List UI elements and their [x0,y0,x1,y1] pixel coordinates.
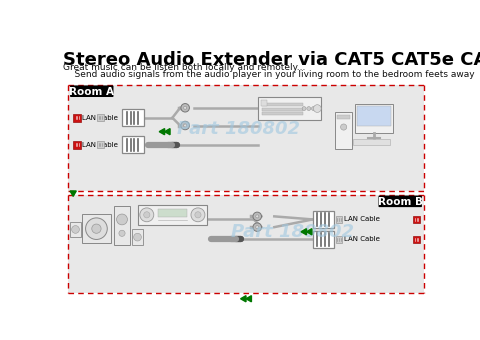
Text: LAN Cable: LAN Cable [83,142,119,148]
FancyBboxPatch shape [258,97,321,120]
Bar [413,236,420,243]
FancyBboxPatch shape [132,230,143,245]
Text: LAN Cable: LAN Cable [83,115,119,121]
Bar [68,195,424,293]
Bar [336,236,343,243]
Circle shape [313,105,321,113]
Polygon shape [301,229,306,235]
Circle shape [181,121,190,130]
FancyBboxPatch shape [312,211,335,228]
Circle shape [307,107,311,111]
Bar [68,85,424,191]
Bar [73,141,81,149]
Polygon shape [70,191,76,196]
Circle shape [340,124,347,130]
Text: Room B: Room B [378,197,423,207]
Text: LAN Cable: LAN Cable [344,217,380,222]
FancyBboxPatch shape [82,214,111,243]
Bar [73,114,81,122]
FancyBboxPatch shape [137,205,207,225]
Text: Part 180802: Part 180802 [177,120,300,138]
Circle shape [312,107,315,111]
Text: Great music can be listen both locally and remotely...: Great music can be listen both locally a… [63,63,305,72]
Text: Send audio signals from the audio player in your living room to the bedroom feet: Send audio signals from the audio player… [63,70,475,79]
FancyBboxPatch shape [312,231,335,248]
Polygon shape [165,129,170,135]
Circle shape [72,226,79,233]
Circle shape [144,212,150,218]
FancyBboxPatch shape [355,104,393,133]
Circle shape [133,233,142,241]
Bar [157,209,187,217]
Polygon shape [306,229,312,235]
Circle shape [191,208,205,222]
Bar [337,116,350,119]
Text: Part 180802: Part 180802 [231,223,354,241]
Circle shape [181,104,190,112]
FancyBboxPatch shape [379,195,422,207]
Circle shape [253,212,262,221]
FancyBboxPatch shape [122,109,144,126]
Circle shape [256,226,259,229]
FancyBboxPatch shape [122,136,144,153]
FancyBboxPatch shape [114,206,130,245]
Bar [262,103,302,106]
Circle shape [119,230,125,236]
Circle shape [184,124,187,127]
Bar [97,141,104,148]
Circle shape [256,215,259,218]
Circle shape [195,212,201,218]
Circle shape [117,214,127,225]
Circle shape [140,208,154,222]
Circle shape [302,107,306,111]
Bar [413,216,420,223]
FancyBboxPatch shape [335,112,352,149]
Text: Stereo Audio Extender via CAT5 CAT5e CAT6: Stereo Audio Extender via CAT5 CAT5e CAT… [63,51,480,69]
Circle shape [85,218,107,239]
FancyBboxPatch shape [70,222,81,237]
FancyBboxPatch shape [70,85,113,97]
Bar [262,108,302,111]
Polygon shape [246,296,252,302]
Bar [353,139,390,145]
Polygon shape [240,296,246,302]
Bar [261,100,267,106]
Text: Room A: Room A [69,87,114,97]
Bar [97,114,104,121]
Circle shape [253,223,262,232]
Bar [336,216,343,223]
Bar [262,113,302,116]
Bar [357,106,391,126]
Circle shape [92,224,101,233]
Circle shape [184,106,187,109]
Polygon shape [159,129,165,135]
Text: LAN Cable: LAN Cable [344,236,380,242]
